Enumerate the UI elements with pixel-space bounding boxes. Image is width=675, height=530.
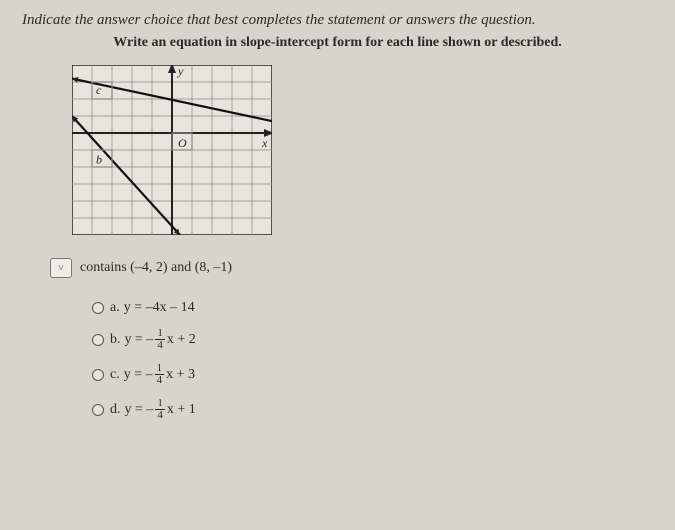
- contains-text: contains (–4, 2) and (8, –1): [80, 260, 232, 276]
- fraction-denominator: 4: [155, 410, 165, 421]
- choice-pre: y = –4x – 14: [124, 300, 195, 316]
- choice-equation: a. y = –4x – 14: [110, 300, 195, 316]
- choice-equation: b. y = –14x + 2: [110, 328, 196, 351]
- svg-text:x: x: [261, 136, 268, 150]
- choice-equation: c. y = –14x + 3: [110, 363, 195, 386]
- answer-choice[interactable]: a. y = –4x – 14: [92, 300, 653, 316]
- choice-pre: y = –: [125, 332, 154, 348]
- chevron-down-icon: ˅: [58, 263, 64, 274]
- choice-letter: c.: [110, 367, 120, 383]
- choice-letter: d.: [110, 402, 121, 418]
- answer-dropdown[interactable]: ˅: [50, 258, 72, 278]
- main-instruction: Indicate the answer choice that best com…: [22, 12, 653, 29]
- answer-choice[interactable]: b. y = –14x + 2: [92, 328, 653, 351]
- choice-post: x + 1: [167, 402, 196, 418]
- question-stem-row: ˅ contains (–4, 2) and (8, –1): [50, 258, 653, 278]
- answer-choices: a. y = –4x – 14b. y = –14x + 2c. y = –14…: [92, 300, 653, 421]
- question-page: Indicate the answer choice that best com…: [0, 0, 675, 530]
- graph: y x Oc b: [72, 65, 653, 240]
- coordinate-grid: y x Oc b: [72, 65, 272, 235]
- choice-pre: y = –: [125, 402, 154, 418]
- choice-pre: y = –: [124, 367, 153, 383]
- svg-text:b: b: [96, 153, 102, 167]
- choice-equation: d. y = –14x + 1: [110, 398, 196, 421]
- fraction: 14: [155, 328, 165, 351]
- svg-text:O: O: [178, 136, 187, 150]
- sub-instruction: Write an equation in slope-intercept for…: [22, 35, 653, 51]
- answer-choice[interactable]: c. y = –14x + 3: [92, 363, 653, 386]
- fraction: 14: [155, 398, 165, 421]
- radio-icon: [92, 369, 104, 381]
- fraction-denominator: 4: [155, 340, 165, 351]
- radio-icon: [92, 404, 104, 416]
- fraction: 14: [155, 363, 165, 386]
- choice-post: x + 2: [167, 332, 196, 348]
- radio-icon: [92, 334, 104, 346]
- choice-letter: b.: [110, 332, 121, 348]
- fraction-denominator: 4: [155, 375, 165, 386]
- radio-icon: [92, 302, 104, 314]
- svg-text:y: y: [177, 65, 184, 78]
- svg-text:c: c: [96, 83, 102, 97]
- choice-letter: a.: [110, 300, 120, 316]
- choice-post: x + 3: [166, 367, 195, 383]
- answer-choice[interactable]: d. y = –14x + 1: [92, 398, 653, 421]
